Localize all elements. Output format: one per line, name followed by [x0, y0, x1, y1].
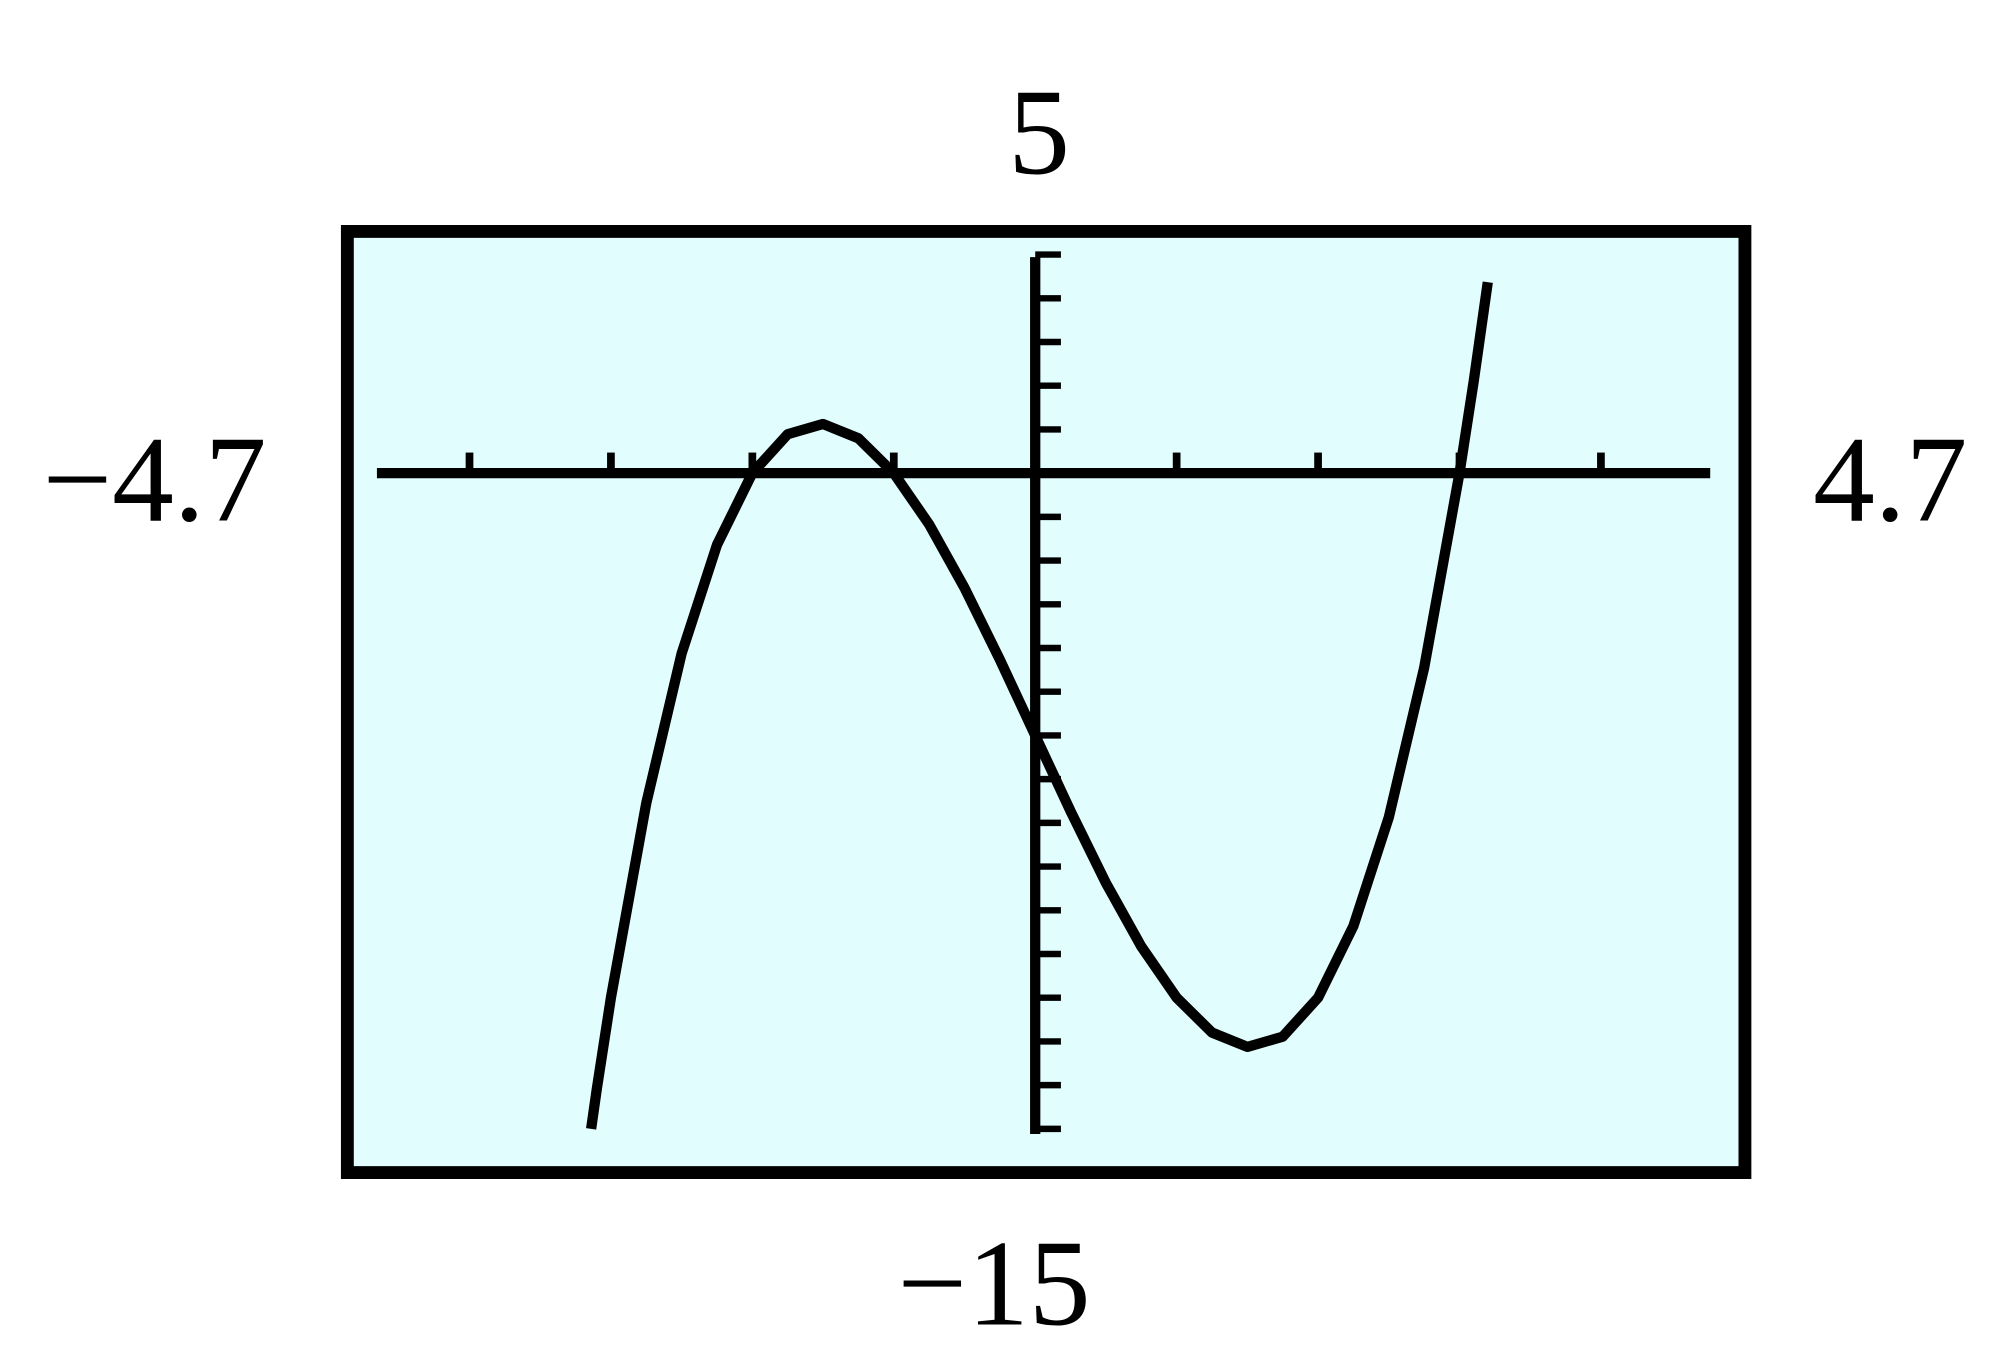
ymax-label: 5 [1008, 64, 1070, 201]
plot-frame [340, 224, 1752, 1179]
xmax-label: 4.7 [1813, 411, 1967, 548]
ymin-label: −15 [898, 1214, 1091, 1350]
function-curve [586, 281, 1493, 1130]
xmin-label: −4.7 [43, 411, 267, 548]
